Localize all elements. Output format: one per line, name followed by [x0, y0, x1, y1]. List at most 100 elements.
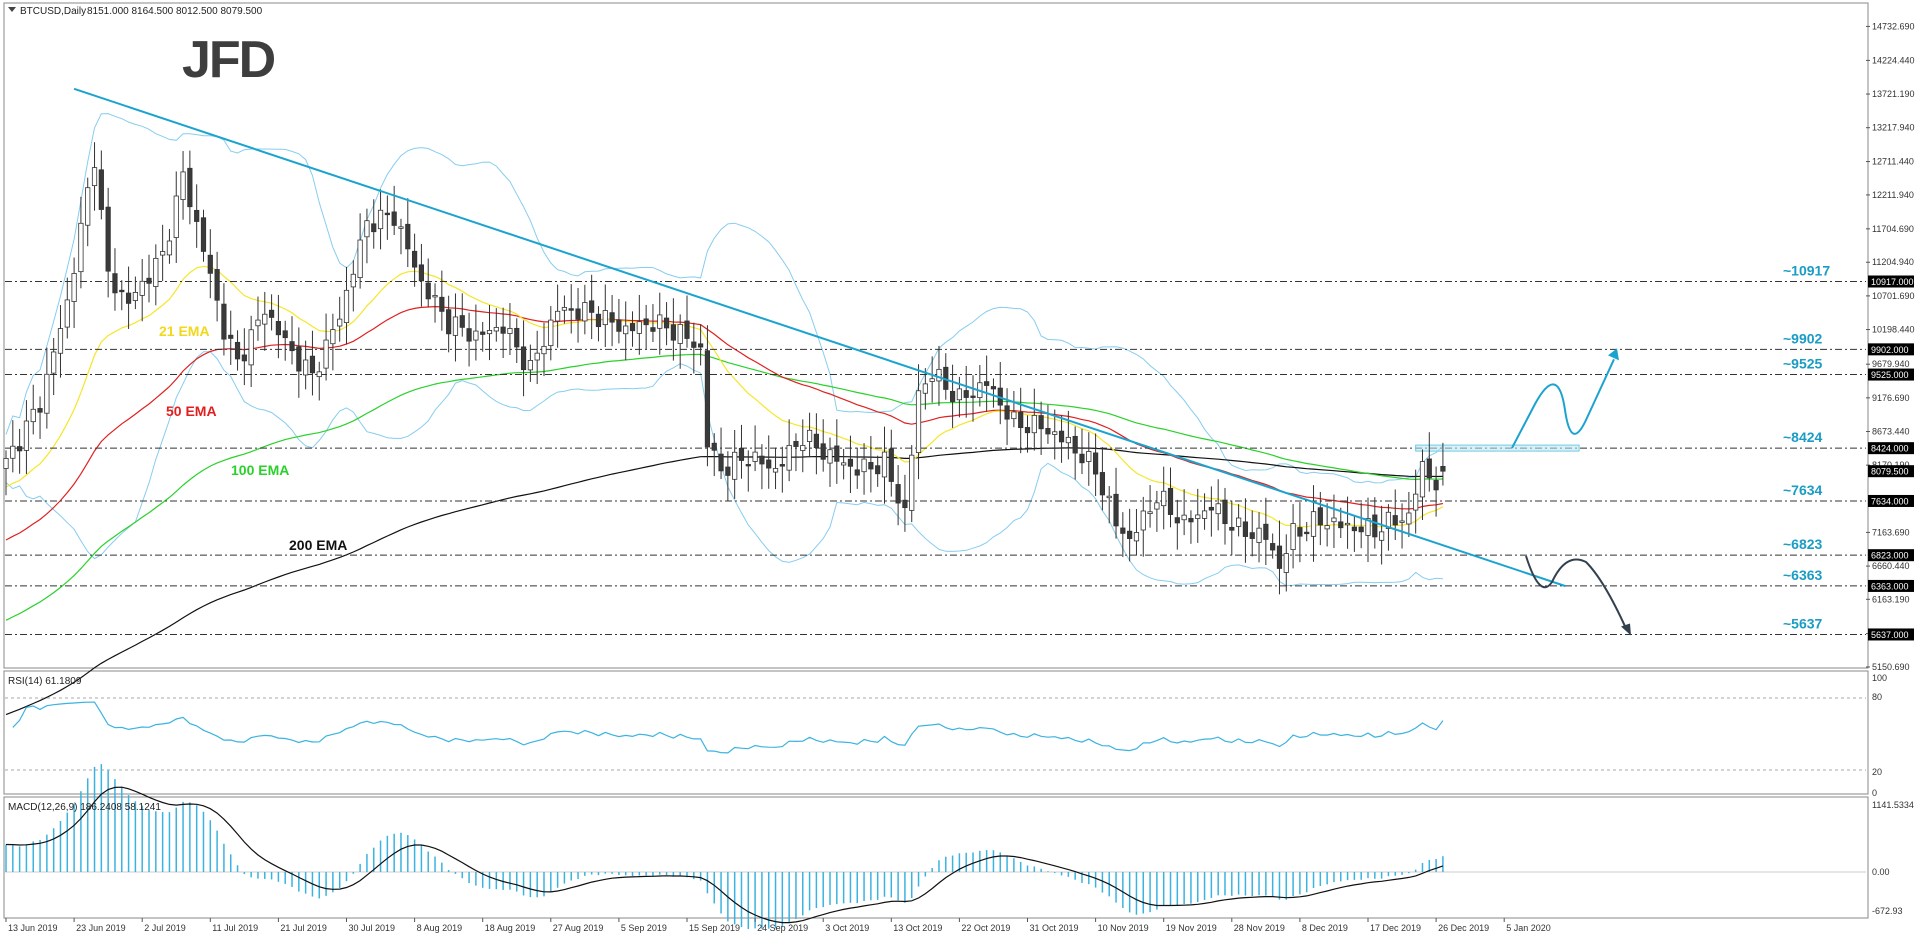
- candle: [963, 365, 969, 418]
- candle: [881, 426, 888, 504]
- rsi-tick-100: 100: [1872, 673, 1887, 683]
- candle: [119, 280, 125, 311]
- candle: [568, 284, 574, 334]
- price-badge-label: 5637.000: [1871, 630, 1909, 640]
- candle: [1270, 533, 1276, 559]
- candle: [132, 276, 138, 310]
- candle: [255, 296, 261, 341]
- candle: [684, 295, 690, 348]
- candle: [85, 177, 91, 247]
- price-tick-label: 7163.690: [1872, 527, 1910, 537]
- candle: [200, 209, 207, 262]
- up-arrow-icon: [1608, 348, 1619, 361]
- candle: [146, 254, 152, 303]
- macd-tick-max: 1141.5334: [1872, 800, 1914, 810]
- date-tick-label: 24 Sep 2019: [757, 923, 808, 933]
- candle: [1154, 490, 1160, 532]
- date-tick-label: 3 Oct 2019: [825, 923, 869, 933]
- candle: [595, 306, 602, 342]
- candle: [112, 248, 118, 311]
- downtrend-line: [73, 87, 1566, 588]
- bullish-scenario-path: [1511, 358, 1615, 449]
- price-tick-label: 8170.190: [1872, 460, 1910, 470]
- candle: [670, 298, 676, 361]
- candle: [64, 277, 70, 339]
- candle: [800, 419, 806, 473]
- candle: [173, 171, 179, 263]
- candle: [282, 320, 288, 361]
- jfd-logo: JFD: [182, 31, 275, 89]
- candle: [1392, 489, 1398, 541]
- candle: [248, 315, 254, 388]
- macd-tick-min: -672.93: [1872, 906, 1903, 916]
- candle: [275, 294, 282, 359]
- candle: [91, 142, 98, 211]
- date-tick-label: 31 Oct 2019: [1030, 923, 1079, 933]
- ema200-label: 200 EMA: [289, 537, 347, 553]
- candle: [1242, 498, 1249, 563]
- candle: [262, 291, 268, 351]
- candle: [160, 224, 166, 282]
- candle: [1106, 486, 1112, 524]
- candle: [343, 266, 350, 345]
- price-badge: [1868, 465, 1914, 478]
- price-axis: 15246.19014732.69014224.44013721.1901321…: [1866, 21, 1915, 672]
- date-tick-label: 8 Dec 2019: [1302, 923, 1348, 933]
- candle: [766, 435, 772, 489]
- scenario-arrows: [1511, 348, 1631, 636]
- price-badge: [1868, 628, 1914, 641]
- dropdown-arrow-icon[interactable]: [8, 7, 16, 12]
- candle: [1276, 520, 1283, 595]
- candle: [1297, 502, 1303, 563]
- candle: [629, 311, 636, 347]
- candle: [909, 445, 915, 523]
- date-tick-label: 15 Sep 2019: [689, 923, 740, 933]
- breakout-zone: [1415, 444, 1580, 452]
- candle: [970, 375, 976, 422]
- candle: [813, 413, 819, 475]
- price-tick-label: 11204.940: [1872, 257, 1914, 267]
- level-label: ~9902: [1783, 330, 1823, 346]
- candle: [480, 321, 486, 352]
- date-tick-label: 2 Jul 2019: [144, 923, 186, 933]
- candle: [1324, 503, 1330, 547]
- date-tick-label: 5 Sep 2019: [621, 923, 667, 933]
- rsi-tick-80: 80: [1872, 692, 1882, 702]
- candle: [337, 296, 343, 342]
- ema100-line: [5, 353, 1443, 621]
- candle: [827, 437, 833, 487]
- candle: [922, 368, 928, 410]
- candle: [936, 345, 942, 406]
- rsi-tick-20: 20: [1872, 767, 1882, 777]
- macd-panel: [5, 764, 1866, 930]
- price-tick-label: 11704.690: [1872, 224, 1914, 234]
- candle: [534, 330, 540, 385]
- candle: [507, 303, 513, 355]
- price-badge: [1868, 442, 1914, 455]
- candle: [439, 270, 445, 331]
- price-tick-label: 9176.690: [1872, 393, 1910, 403]
- candle: [841, 448, 847, 480]
- candle: [214, 251, 220, 322]
- date-tick-label: 5 Jan 2020: [1506, 923, 1551, 933]
- candle: [1195, 488, 1201, 543]
- candle: [602, 284, 608, 348]
- candle: [309, 330, 316, 396]
- candle: [30, 384, 36, 435]
- candle: [1358, 502, 1364, 549]
- candle: [153, 244, 159, 306]
- candle: [384, 195, 390, 240]
- candle: [875, 455, 881, 487]
- date-tick-label: 18 Aug 2019: [485, 923, 536, 933]
- price-badge-label: 6363.000: [1871, 581, 1909, 591]
- candle: [1099, 447, 1106, 511]
- candle: [1011, 390, 1017, 428]
- candle: [902, 474, 908, 532]
- price-tick-label: 10198.440: [1872, 325, 1915, 335]
- macd-panel-frame: [3, 796, 1869, 919]
- candle: [1317, 491, 1323, 546]
- candle: [1440, 442, 1446, 486]
- candle: [1065, 410, 1071, 460]
